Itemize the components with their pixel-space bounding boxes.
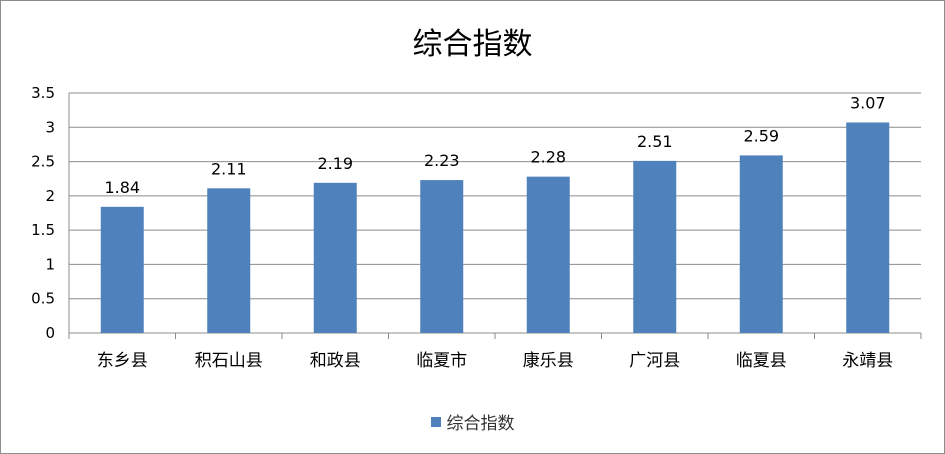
bar (739, 155, 783, 333)
data-label: 2.11 (211, 159, 247, 178)
data-label: 2.23 (424, 151, 460, 170)
data-label: 2.28 (530, 148, 566, 167)
data-label: 2.51 (637, 132, 673, 151)
y-tick-label: 2.5 (31, 153, 55, 171)
legend-label: 综合指数 (446, 414, 515, 434)
chart-title: 综合指数 (412, 27, 533, 62)
bar (846, 122, 890, 333)
bar (207, 188, 251, 333)
y-tick-label: 3.5 (31, 84, 55, 102)
x-tick-label: 广河县 (629, 351, 680, 371)
data-label: 3.07 (850, 93, 886, 112)
x-tick-label: 东乡县 (97, 351, 148, 371)
legend-swatch (430, 416, 441, 427)
data-label: 2.59 (743, 126, 779, 145)
legend: 综合指数 (1, 409, 944, 434)
x-tick-label: 积石山县 (195, 351, 263, 371)
bar (420, 180, 464, 333)
x-tick-label: 永靖县 (842, 351, 893, 371)
y-tick-label: 1 (45, 255, 55, 273)
bar (100, 206, 144, 333)
y-tick-label: 0 (45, 324, 55, 342)
bar (526, 176, 570, 333)
data-label: 1.84 (104, 178, 140, 197)
bar (633, 160, 677, 333)
y-tick-label: 0.5 (31, 290, 55, 308)
x-tick-label: 康乐县 (523, 351, 574, 371)
x-tick-label: 和政县 (310, 351, 361, 371)
y-tick-label: 1.5 (31, 221, 55, 239)
data-label: 2.19 (317, 154, 353, 173)
x-tick-label: 临夏县 (736, 351, 787, 371)
bar (313, 182, 357, 333)
x-tick-label: 临夏市 (416, 351, 467, 371)
y-tick-label: 2 (45, 187, 55, 205)
y-tick-label: 3 (45, 118, 55, 136)
